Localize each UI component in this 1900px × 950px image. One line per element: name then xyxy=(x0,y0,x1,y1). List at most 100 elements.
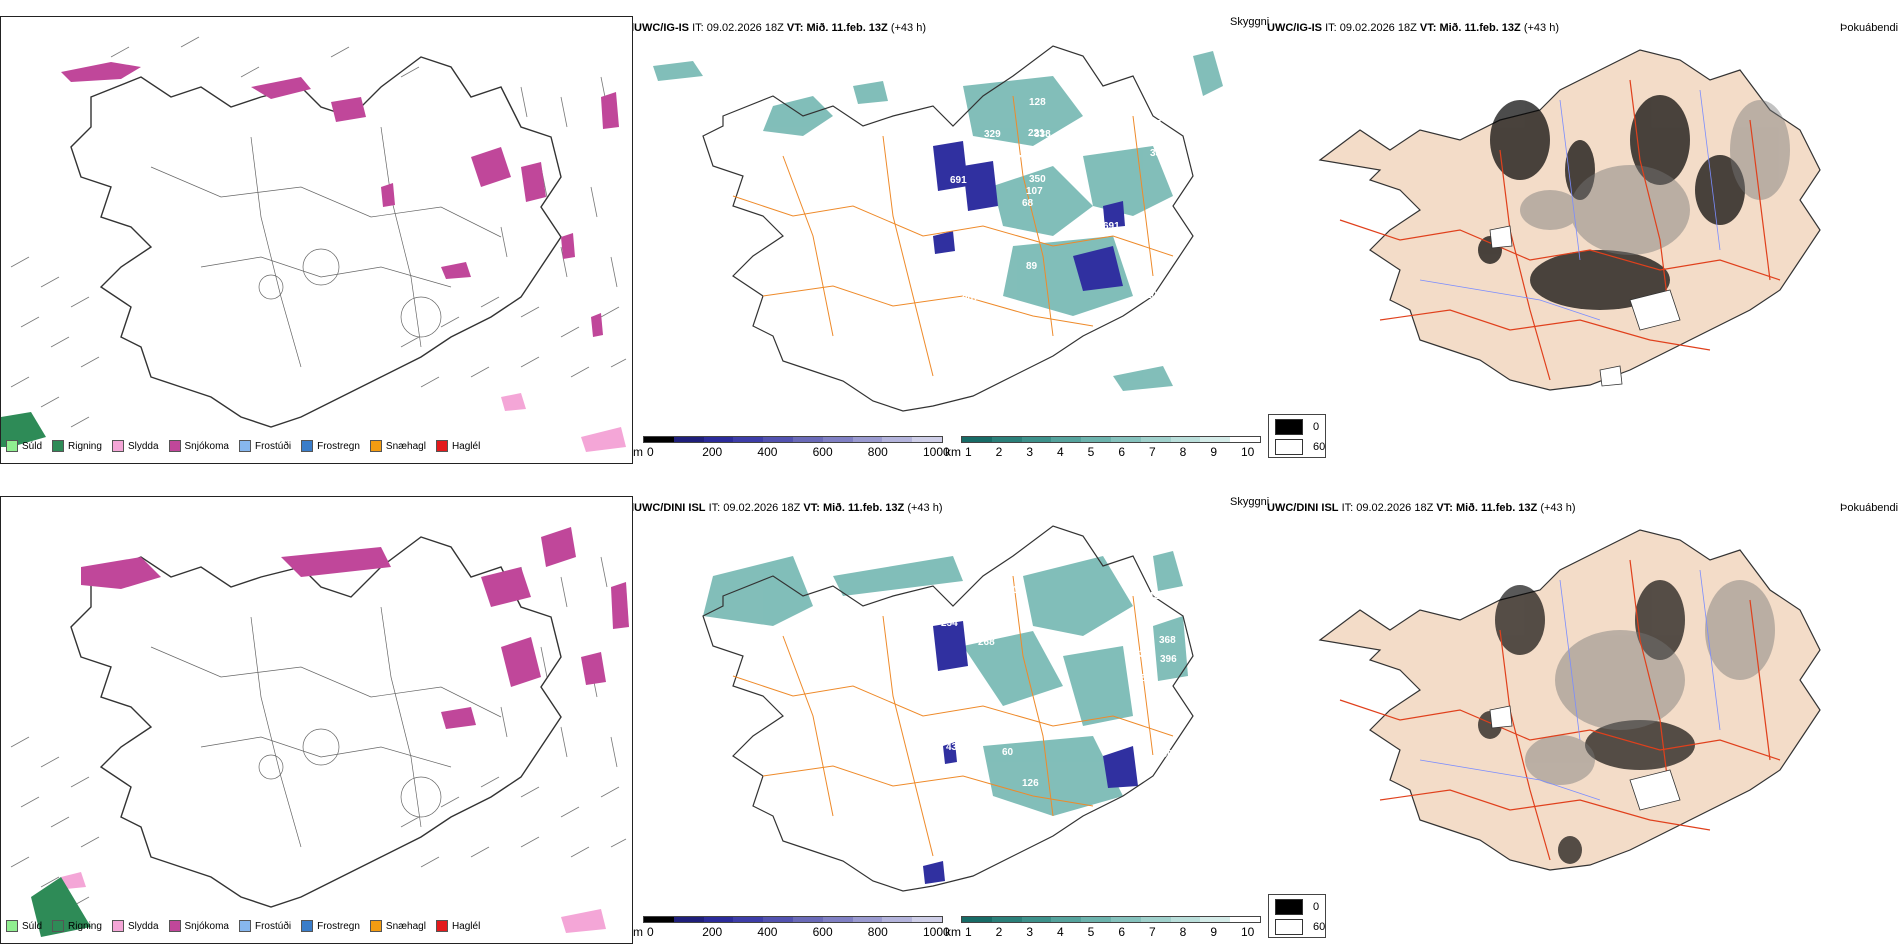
colorbar-segment xyxy=(1051,437,1082,442)
colorbar-segment xyxy=(822,437,853,442)
legend-item: Frostúði xyxy=(238,920,291,932)
colorbar-tick-label: 5 xyxy=(1087,925,1095,939)
colorbar-segment xyxy=(912,437,942,442)
colorbar-tick-label: 8 xyxy=(1179,445,1187,459)
iceland-outline xyxy=(70,536,562,908)
ceiling-value-label: 242 xyxy=(1052,150,1069,161)
legend-swatch xyxy=(6,440,18,452)
ceiling-unit: m xyxy=(633,445,643,459)
it-value: 09.02.2026 18Z xyxy=(1356,502,1434,514)
legend-label: Rigning xyxy=(68,920,102,932)
ceiling-value-label: 368 xyxy=(1159,635,1176,646)
legend-swatch xyxy=(238,920,251,932)
legend-label: Frostúði xyxy=(254,440,292,452)
visibility-unit: km xyxy=(945,445,961,459)
ceiling-value-label: 1000 xyxy=(1146,290,1169,301)
ceiling-value-label: 60 xyxy=(1002,747,1014,758)
colorbar-tick-label: 3 xyxy=(1026,445,1034,459)
colorbar-segment xyxy=(644,917,674,922)
legend-label: Snjókoma xyxy=(184,440,229,452)
fog-key-label: 0 xyxy=(1313,901,1320,913)
ceiling-value-label: 168 xyxy=(958,247,975,258)
vt-label: VT: xyxy=(1436,502,1453,514)
legend-item: Súld xyxy=(6,440,42,452)
ceiling-value-label: 250 xyxy=(1156,749,1173,760)
fog-key-label: 60 xyxy=(1313,441,1326,453)
ceiling-value-label: 335 xyxy=(1150,148,1167,159)
colorbar-segment xyxy=(882,917,913,922)
legend-item: Frostúði xyxy=(238,440,292,452)
ceiling-value-label: 126 xyxy=(1022,778,1039,789)
colorbar-segment xyxy=(703,917,734,922)
ceiling-value-label: 396 xyxy=(1160,654,1177,665)
visibility-colorbar-strip xyxy=(961,436,1261,443)
colorbar-tick-label: 10 xyxy=(1241,445,1255,459)
visibility-unit: km xyxy=(945,925,961,939)
colorbar-tick-label: 200 xyxy=(702,925,723,939)
colorbar-segment xyxy=(703,437,734,442)
colorbar-tick-label: 6 xyxy=(1118,925,1126,939)
legend-swatch xyxy=(6,920,18,932)
iceland-outline xyxy=(702,525,1194,892)
colorbar-tick-label: 7 xyxy=(1149,445,1156,459)
colorbar-segment xyxy=(673,917,704,922)
colorbar-segment xyxy=(822,917,853,922)
ceiling-value-label: 323 xyxy=(978,272,995,283)
it-label: IT: xyxy=(708,502,721,514)
vt-value: Mið. 11.feb. 13Z xyxy=(806,22,888,34)
precip-type-map-row1 xyxy=(0,16,633,464)
colorbar-segment xyxy=(1051,917,1082,922)
ceiling-value-label: 14 xyxy=(1150,754,1162,765)
legend-item: Haglél xyxy=(435,920,480,932)
colorbar-segment xyxy=(991,437,1022,442)
colorbar-tick-label: 5 xyxy=(1087,445,1095,459)
it-label: IT: xyxy=(1341,502,1354,514)
ceiling-value-label: 431 xyxy=(946,742,963,753)
colorbar-tick-label: 8 xyxy=(1179,925,1187,939)
legend-swatch xyxy=(238,440,251,452)
panel-title-fog: Þokuábendi xyxy=(1840,22,1899,34)
vt-value: Mið. 11.feb. 13Z xyxy=(1439,22,1521,34)
legend-swatch xyxy=(435,440,448,452)
header-clouds-row2: UWC/DINI ISL IT: 09.02.2026 18Z VT: Mið.… xyxy=(634,502,943,515)
precip-type-legend-row2: Súld Rigning Slydda Snjókoma Frostúði Frostre… xyxy=(0,913,631,939)
colorbar-segment xyxy=(733,437,764,442)
row-2: UWC/DINI ISL IT: 09.02.2026 18Z VT: Mið.… xyxy=(0,480,1900,950)
fog-key-swatch xyxy=(1275,439,1303,455)
colorbar-segment xyxy=(763,437,793,442)
ceiling-value-label: 24 xyxy=(1001,595,1013,606)
fog-key-swatch xyxy=(1275,919,1303,935)
ceiling-value-label: 256 xyxy=(940,281,957,292)
ceiling-colorbar-row1: m 0 200 400 600 800 1000 xyxy=(633,436,950,462)
clouds-map-row1: 1000 691 87 68 370 302 221 242 168 437 256 323 338 47… xyxy=(633,36,1263,434)
fog-key-row1: 0 60 xyxy=(1268,414,1326,458)
colorbar-tick-label: 1 xyxy=(965,445,972,459)
ceiling-value-label: 89 xyxy=(1026,261,1038,272)
colorbar-tick-label: 800 xyxy=(867,925,888,939)
iceland-land xyxy=(1318,529,1821,871)
ceiling-value-label: 35 xyxy=(1058,634,1070,645)
colorbar-tick-label: 600 xyxy=(812,925,833,939)
lead-time: (+43 h) xyxy=(1540,502,1576,514)
iceland-land xyxy=(1318,49,1821,391)
ceiling-value-label: 128 xyxy=(1029,97,1046,108)
legend-swatch xyxy=(111,920,124,932)
legend-swatch xyxy=(369,920,382,932)
ceiling-value-label: 268 xyxy=(978,637,995,648)
colorbar-segment xyxy=(733,917,764,922)
vt-value: Mið. 11.feb. 13Z xyxy=(822,502,905,514)
colorbar-tick-label: 6 xyxy=(1118,445,1126,459)
it-value: 09.02.2026 18Z xyxy=(723,502,801,514)
legend-swatch xyxy=(435,920,448,932)
precip-type-legend-row1: Súld Rigning Slydda Snjókoma Frostúði Frostre… xyxy=(0,433,631,459)
ceiling-value-label: 87 xyxy=(1150,119,1162,130)
colorbar-segment xyxy=(1021,437,1052,442)
lead-time: (+43 h) xyxy=(1523,22,1559,34)
colorbar-tick-label: 600 xyxy=(812,445,833,459)
legend-item: Snjókoma xyxy=(168,440,229,452)
colorbar-tick-label: 4 xyxy=(1057,445,1064,459)
legend-swatch xyxy=(301,440,314,452)
colorbar-segment xyxy=(644,437,674,442)
legend-label: Rigning xyxy=(68,440,102,452)
colorbar-tick-label: 1000 xyxy=(923,445,950,459)
